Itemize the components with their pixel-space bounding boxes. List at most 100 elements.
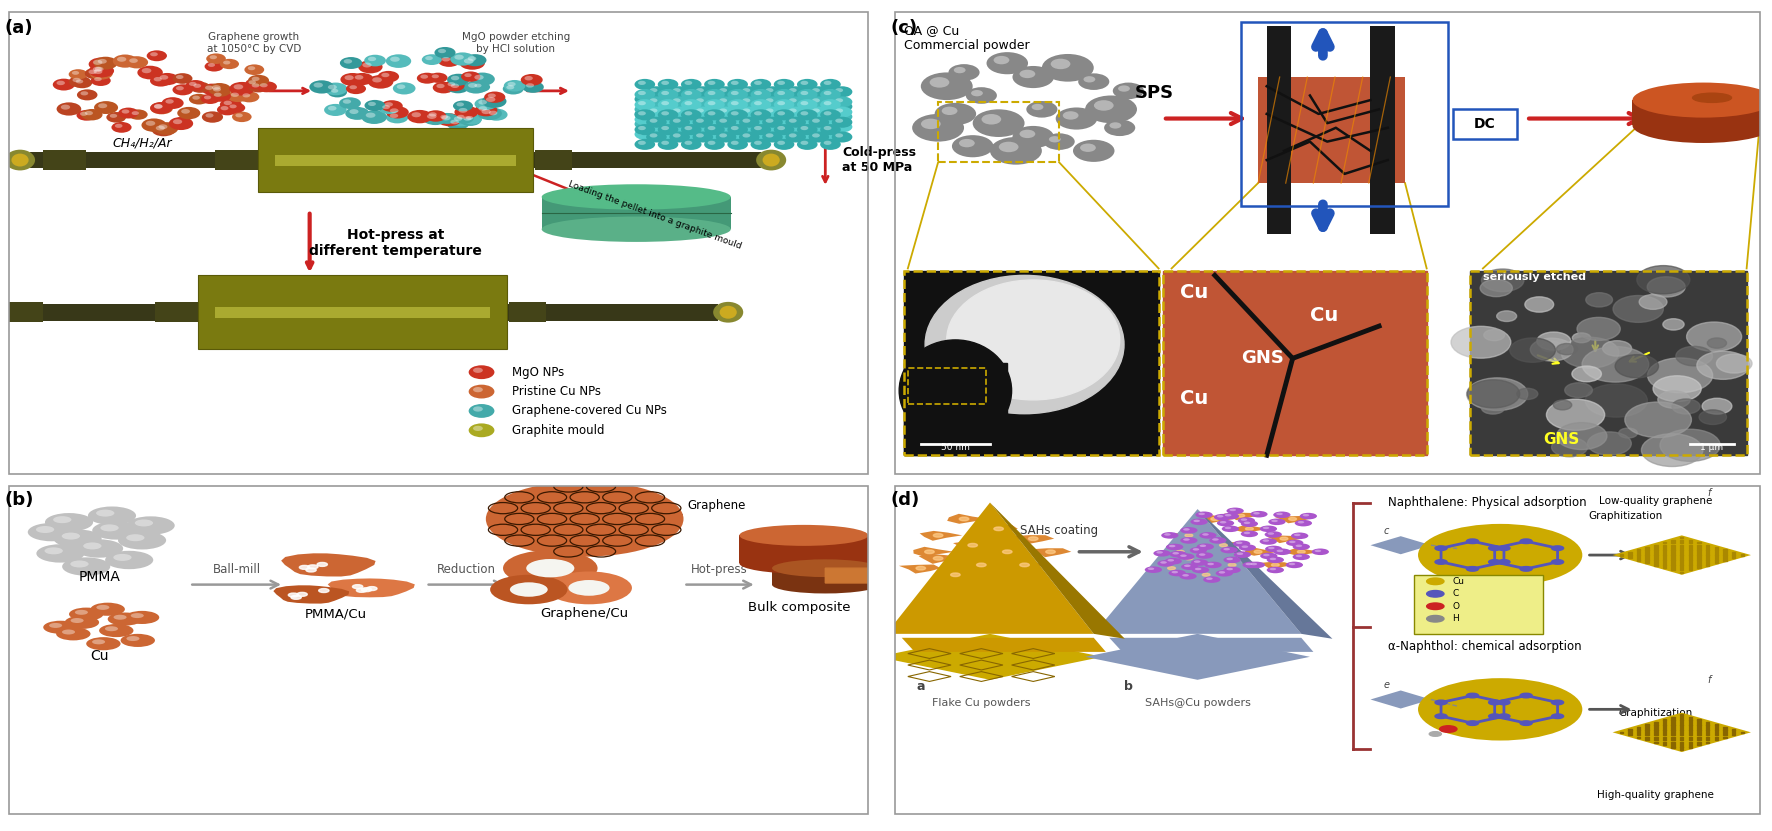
Circle shape bbox=[778, 111, 785, 116]
Bar bbox=[1698, 741, 1701, 743]
Circle shape bbox=[96, 509, 115, 517]
Circle shape bbox=[774, 129, 794, 140]
Circle shape bbox=[647, 96, 666, 107]
Bar bbox=[1680, 539, 1683, 541]
Text: Cu: Cu bbox=[1180, 390, 1209, 409]
Circle shape bbox=[193, 96, 200, 100]
Circle shape bbox=[693, 116, 712, 128]
Circle shape bbox=[503, 80, 525, 91]
Circle shape bbox=[503, 550, 597, 586]
Circle shape bbox=[1279, 537, 1288, 540]
Circle shape bbox=[510, 583, 548, 597]
Circle shape bbox=[379, 103, 399, 114]
Circle shape bbox=[214, 92, 222, 97]
Circle shape bbox=[89, 506, 136, 525]
Polygon shape bbox=[991, 503, 1125, 639]
Bar bbox=[1653, 741, 1657, 743]
Circle shape bbox=[739, 101, 760, 112]
Bar bbox=[904, 271, 1159, 455]
Circle shape bbox=[420, 75, 429, 79]
Circle shape bbox=[361, 111, 386, 124]
Ellipse shape bbox=[542, 184, 730, 209]
Bar bbox=[1646, 729, 1650, 730]
Circle shape bbox=[1031, 104, 1044, 111]
Circle shape bbox=[634, 110, 656, 120]
Circle shape bbox=[126, 636, 140, 641]
Bar bbox=[1715, 547, 1719, 548]
Text: (a): (a) bbox=[5, 19, 34, 37]
Bar bbox=[1689, 736, 1692, 738]
Circle shape bbox=[742, 133, 750, 138]
Bar bbox=[1680, 739, 1683, 740]
Bar bbox=[1671, 727, 1675, 728]
Circle shape bbox=[60, 105, 71, 110]
Circle shape bbox=[1246, 528, 1253, 530]
Text: Hot-press: Hot-press bbox=[691, 563, 748, 576]
Circle shape bbox=[62, 533, 80, 539]
Bar bbox=[1671, 722, 1675, 723]
Circle shape bbox=[1302, 514, 1310, 516]
Circle shape bbox=[634, 119, 656, 130]
Circle shape bbox=[484, 91, 505, 103]
Text: c: c bbox=[1384, 526, 1389, 536]
Circle shape bbox=[952, 135, 994, 157]
Circle shape bbox=[831, 96, 852, 107]
Bar bbox=[1689, 734, 1692, 735]
Circle shape bbox=[657, 124, 679, 135]
Circle shape bbox=[1200, 544, 1207, 547]
Circle shape bbox=[808, 111, 829, 122]
Bar bbox=[1706, 552, 1710, 553]
Circle shape bbox=[328, 85, 337, 90]
Circle shape bbox=[129, 58, 138, 63]
Bar bbox=[509, 302, 544, 322]
Circle shape bbox=[145, 120, 156, 125]
Circle shape bbox=[172, 84, 193, 96]
Circle shape bbox=[411, 112, 422, 117]
Circle shape bbox=[673, 103, 680, 107]
Circle shape bbox=[1063, 111, 1079, 120]
Circle shape bbox=[89, 65, 113, 77]
Bar bbox=[1620, 731, 1623, 733]
Circle shape bbox=[1531, 338, 1574, 361]
Circle shape bbox=[44, 513, 94, 532]
Circle shape bbox=[824, 106, 831, 110]
Text: (b): (b) bbox=[5, 491, 34, 509]
Circle shape bbox=[154, 104, 163, 109]
Circle shape bbox=[94, 57, 117, 70]
Bar bbox=[1724, 734, 1726, 735]
Bar bbox=[1706, 739, 1710, 740]
Bar bbox=[1698, 734, 1701, 735]
Ellipse shape bbox=[5, 150, 35, 170]
Circle shape bbox=[454, 113, 473, 124]
Circle shape bbox=[1223, 557, 1240, 563]
Circle shape bbox=[220, 106, 229, 111]
Circle shape bbox=[239, 91, 259, 102]
Circle shape bbox=[801, 120, 808, 125]
Bar bbox=[1706, 544, 1710, 546]
Circle shape bbox=[468, 57, 477, 61]
Circle shape bbox=[1481, 401, 1504, 414]
Circle shape bbox=[820, 114, 840, 125]
Circle shape bbox=[461, 71, 480, 81]
Circle shape bbox=[755, 96, 762, 100]
Bar bbox=[537, 150, 572, 170]
Circle shape bbox=[751, 94, 771, 105]
Circle shape bbox=[785, 121, 806, 132]
Circle shape bbox=[90, 67, 113, 80]
Circle shape bbox=[670, 101, 689, 112]
Circle shape bbox=[1510, 338, 1556, 362]
Circle shape bbox=[1109, 122, 1122, 129]
Circle shape bbox=[1292, 553, 1310, 560]
Ellipse shape bbox=[739, 525, 868, 546]
Text: Cu: Cu bbox=[1453, 577, 1465, 586]
Bar bbox=[1637, 557, 1641, 558]
Circle shape bbox=[202, 84, 223, 95]
Circle shape bbox=[1467, 567, 1478, 571]
Circle shape bbox=[1157, 560, 1175, 567]
Circle shape bbox=[1242, 562, 1260, 568]
Circle shape bbox=[1426, 603, 1444, 610]
Circle shape bbox=[397, 85, 406, 89]
Circle shape bbox=[808, 96, 829, 107]
Circle shape bbox=[835, 123, 843, 127]
Bar bbox=[1689, 554, 1692, 556]
